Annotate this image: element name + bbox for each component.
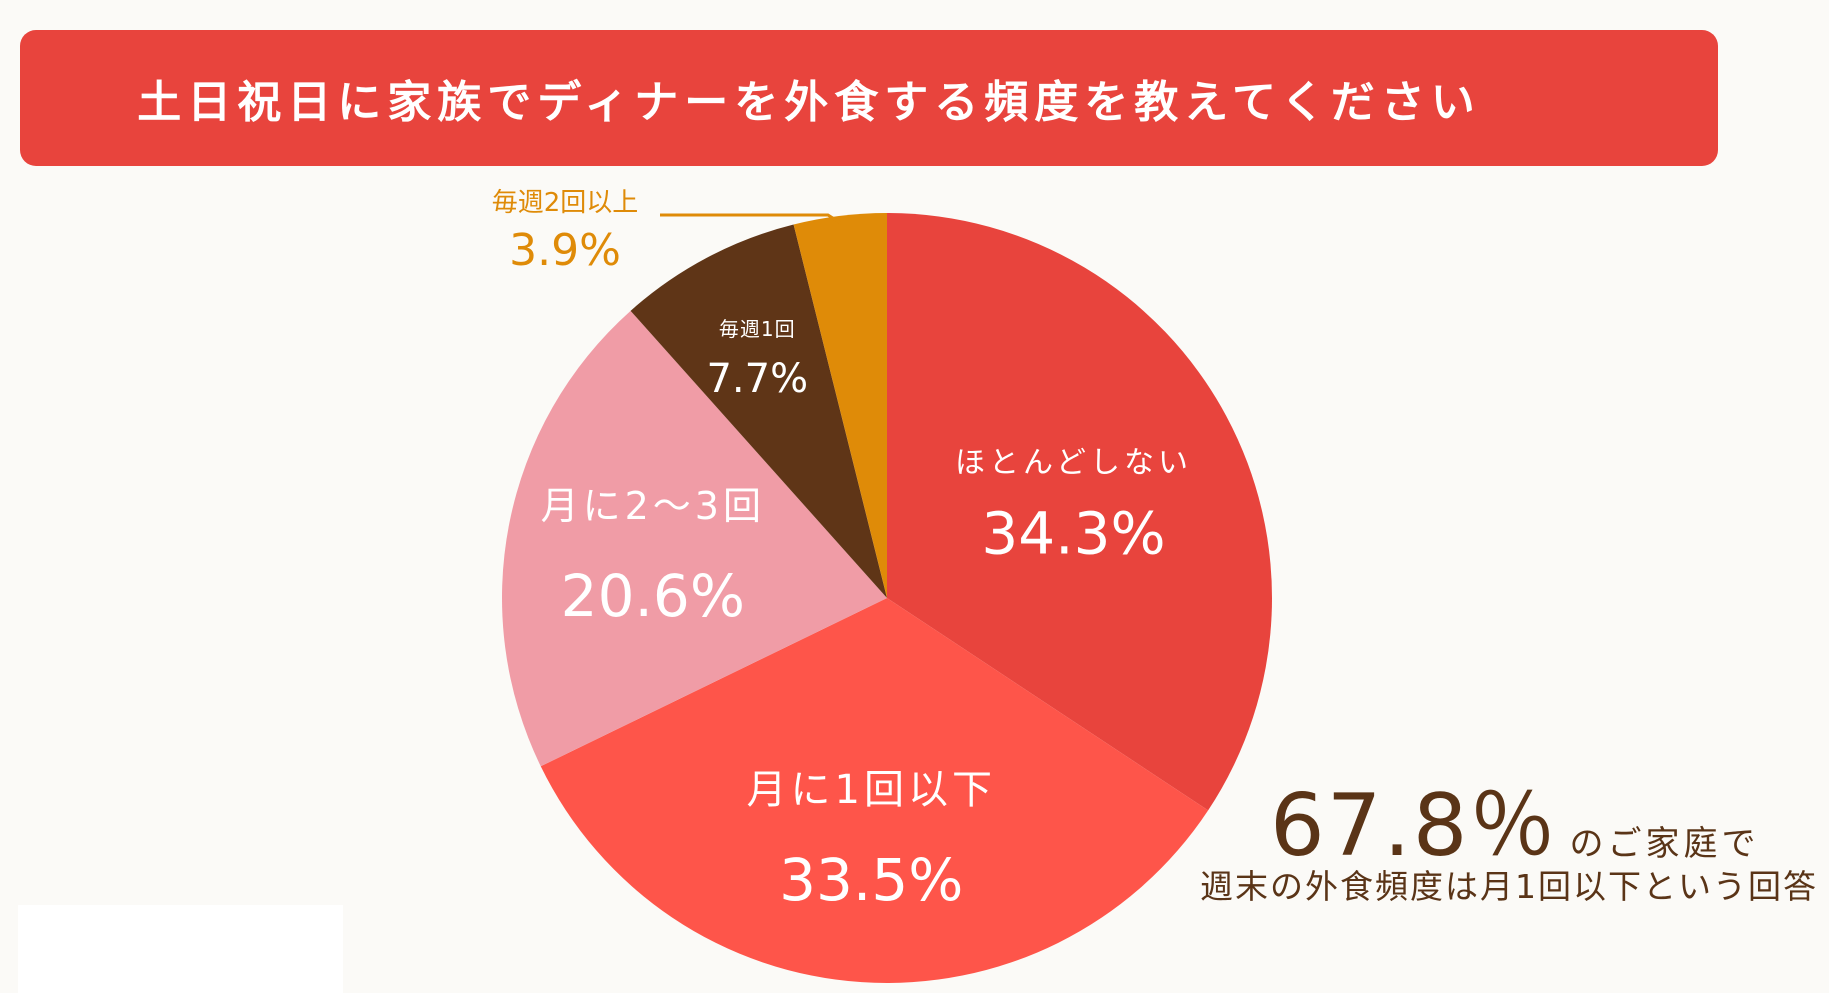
slice-name-label: 毎週2回以上 — [492, 188, 639, 218]
slice-name-label: 毎週1回 — [719, 317, 796, 341]
pie-slice — [793, 213, 887, 598]
summary-value-tail: のご家庭で — [1569, 824, 1760, 864]
leader-line — [660, 213, 843, 226]
pie-slice — [540, 598, 1209, 984]
chart-title: 土日祝日に家族でディナーを外食する頻度を教えてください — [137, 77, 1481, 128]
slice-name-label: 月に2～3回 — [541, 484, 765, 528]
slice-name-label: 月に1回以下 — [747, 767, 996, 813]
slice-value-label: 7.7% — [706, 356, 808, 402]
pie-slice — [630, 224, 887, 598]
pie-slice — [502, 310, 887, 767]
pie-slice — [887, 213, 1272, 811]
summary-note: 週末の外食頻度は月1回以下という回答 — [1200, 867, 1818, 906]
slice-value-label: 3.9% — [509, 225, 621, 276]
blank-patch — [18, 905, 343, 993]
slice-value-label: 34.3% — [981, 500, 1165, 568]
summary-headline: 67.8％ のご家庭で — [1270, 755, 1759, 880]
slice-value-label: 33.5% — [779, 846, 963, 914]
summary-value: 67.8％ — [1270, 776, 1558, 876]
slice-value-label: 20.6% — [561, 562, 745, 630]
title-banner: 土日祝日に家族でディナーを外食する頻度を教えてください — [20, 30, 1718, 166]
slice-name-label: ほとんどしない — [955, 446, 1192, 481]
